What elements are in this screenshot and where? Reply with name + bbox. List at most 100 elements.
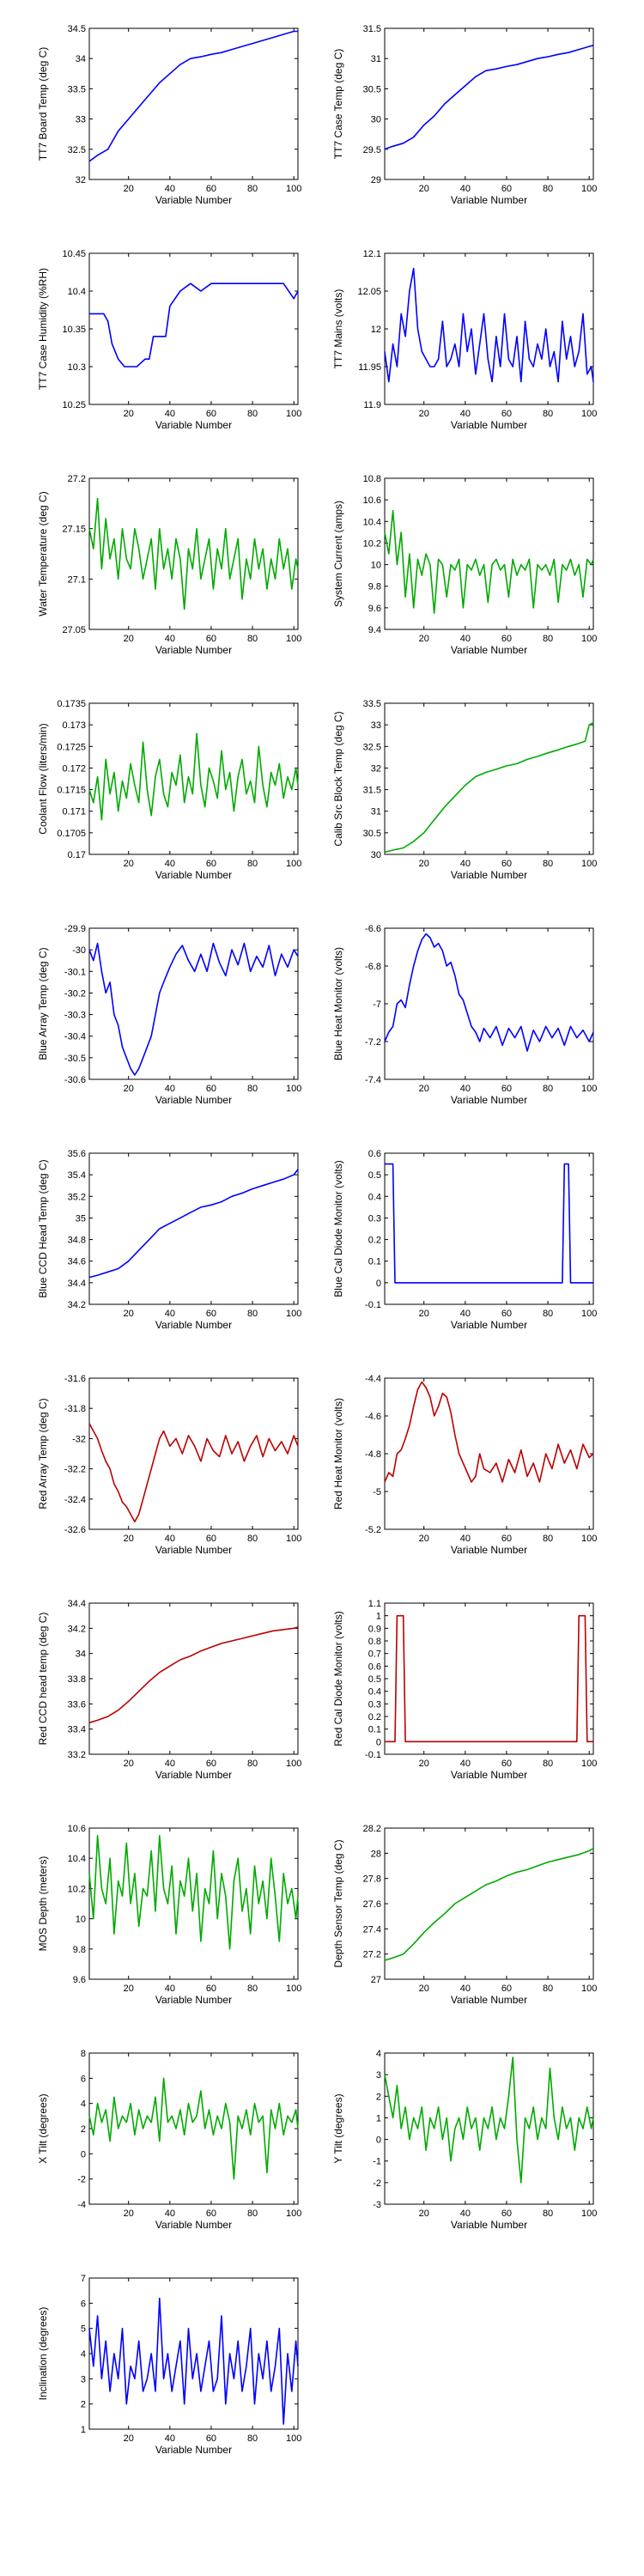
series-line	[88, 732, 299, 821]
y-tick-label: 0.1715	[57, 786, 86, 796]
chart-panel-8: 20 40 60 80 100 30 30.5 31 31.5 32 32.5 33 33.5 Varia…	[332, 699, 597, 881]
x-tick-label: 20	[124, 2208, 134, 2219]
y-tick-label: 33.5	[68, 84, 86, 94]
y-axis-label: Coolant Flow (liters/min)	[37, 723, 49, 834]
x-tick-label: 80	[543, 1084, 553, 1094]
y-tick-label: 0.1705	[57, 829, 86, 839]
x-axis-label: Variable Number	[155, 419, 232, 431]
x-tick-label: 100	[286, 1084, 301, 1094]
y-axis-label: Red Cal Diode Monitor (volts)	[332, 1611, 344, 1746]
y-tick-label: 12.1	[363, 249, 381, 259]
x-axis-label: Variable Number	[451, 644, 527, 656]
y-tick-label: -0.1	[365, 1750, 381, 1760]
x-tick-label: 100	[581, 1984, 597, 1994]
x-tick-label: 40	[460, 2208, 471, 2219]
y-tick-label: 33.4	[68, 1725, 86, 1735]
x-tick-label: 40	[165, 1984, 175, 1994]
y-axis-label: Blue Cal Diode Monitor (volts)	[332, 1160, 344, 1297]
y-tick-label: -2	[373, 2178, 381, 2189]
x-tick-label: 100	[581, 859, 597, 869]
x-tick-label: 20	[419, 1534, 429, 1544]
x-tick-label: 20	[124, 2433, 134, 2444]
y-tick-label: 32.5	[68, 145, 86, 155]
x-tick-label: 20	[419, 1309, 429, 1319]
y-tick-label: -32.4	[64, 1495, 86, 1505]
x-tick-label: 80	[247, 1309, 258, 1319]
chart-panel-14: 20 40 60 80 100 -5.2 -5 -4.8 -4.6 -4.4 Variable Nu…	[332, 1374, 597, 1556]
x-axis-label: Variable Number	[155, 2219, 232, 2231]
y-axis-label: MOS Depth (meters)	[37, 1856, 49, 1952]
x-tick-label: 60	[501, 184, 512, 194]
x-tick-label: 80	[247, 2208, 258, 2219]
y-tick-label: 30	[371, 115, 381, 125]
x-tick-label: 20	[124, 1534, 134, 1544]
y-tick-label: 6	[81, 2074, 86, 2084]
axes-box	[88, 27, 299, 180]
axes-box	[384, 1602, 594, 1755]
x-tick-label: 40	[460, 1084, 471, 1094]
x-axis-label: Variable Number	[451, 869, 527, 881]
x-tick-label: 80	[543, 634, 553, 644]
x-tick-label: 100	[581, 2208, 597, 2219]
x-tick-label: 60	[501, 409, 512, 419]
x-axis-label: Variable Number	[155, 194, 232, 206]
y-tick-label: 0.6	[368, 1149, 381, 1159]
axes-box	[88, 702, 299, 855]
x-tick-label: 100	[286, 409, 301, 419]
series-line	[384, 267, 594, 383]
y-tick-label: 35.4	[68, 1170, 86, 1181]
y-tick-label: 2	[81, 2124, 86, 2135]
y-tick-label: 27.2	[68, 474, 86, 484]
axes-box	[384, 1377, 594, 1530]
y-tick-label: -30.2	[64, 988, 86, 999]
x-tick-label: 40	[460, 859, 471, 869]
x-axis-label: Variable Number	[451, 1544, 527, 1556]
y-tick-label: 9.6	[73, 1975, 86, 1985]
y-tick-label: 10.8	[363, 474, 381, 484]
y-tick-label: 11.95	[358, 362, 381, 373]
series-line	[385, 1614, 593, 1743]
y-tick-label: 10.2	[363, 538, 381, 549]
axes-box	[88, 252, 299, 405]
y-tick-label: 0	[376, 2136, 381, 2146]
y-axis-label: Red Heat Monitor (volts)	[332, 1398, 344, 1510]
y-tick-label: 10.4	[363, 517, 381, 527]
y-tick-label: 31.5	[363, 786, 381, 796]
y-tick-label: 34.4	[68, 1599, 86, 1609]
chart-panel-18: 20 40 60 80 100 27 27.2 27.4 27.6 27.8 28 28.2 Varia…	[332, 1824, 597, 2006]
series-line	[88, 497, 299, 611]
y-tick-label: 4	[376, 2049, 381, 2059]
y-tick-label: 0.1	[368, 1257, 381, 1267]
y-tick-label: -30.4	[64, 1032, 86, 1042]
x-tick-label: 60	[206, 1984, 216, 1994]
series-line	[384, 1381, 594, 1483]
y-axis-label: Red CCD head temp (deg C)	[37, 1613, 49, 1746]
x-tick-label: 20	[419, 409, 429, 419]
y-tick-label: 28.2	[363, 1824, 381, 1834]
series-line	[88, 1169, 299, 1279]
y-tick-label: 2	[81, 2400, 86, 2410]
series-line	[88, 1423, 299, 1522]
y-axis-label: Calib Src Block Temp (deg C)	[332, 711, 344, 846]
y-tick-label: 27.1	[68, 574, 86, 585]
y-tick-label: -32	[72, 1434, 86, 1444]
x-tick-label: 40	[460, 409, 471, 419]
x-tick-label: 80	[247, 1759, 258, 1769]
axes-box	[88, 2052, 299, 2205]
x-axis-label: Variable Number	[451, 1094, 527, 1106]
y-tick-label: 12	[371, 325, 381, 335]
y-axis-label: X Tilt (degrees)	[37, 2093, 49, 2163]
y-tick-label: 0.3	[368, 1213, 381, 1224]
x-tick-label: 60	[206, 1534, 216, 1544]
y-tick-label: -31.8	[64, 1404, 86, 1414]
x-tick-label: 60	[501, 859, 512, 869]
x-axis-label: Variable Number	[155, 1544, 232, 1556]
y-tick-label: 0.4	[368, 1192, 381, 1202]
x-tick-label: 100	[581, 184, 597, 194]
x-tick-label: 100	[581, 634, 597, 644]
x-tick-label: 40	[460, 184, 471, 194]
y-tick-label: -30.3	[64, 1011, 86, 1021]
y-axis-label: Inclination (degrees)	[37, 2307, 49, 2401]
x-axis-label: Variable Number	[155, 644, 232, 656]
y-tick-label: 0.17	[68, 850, 86, 860]
